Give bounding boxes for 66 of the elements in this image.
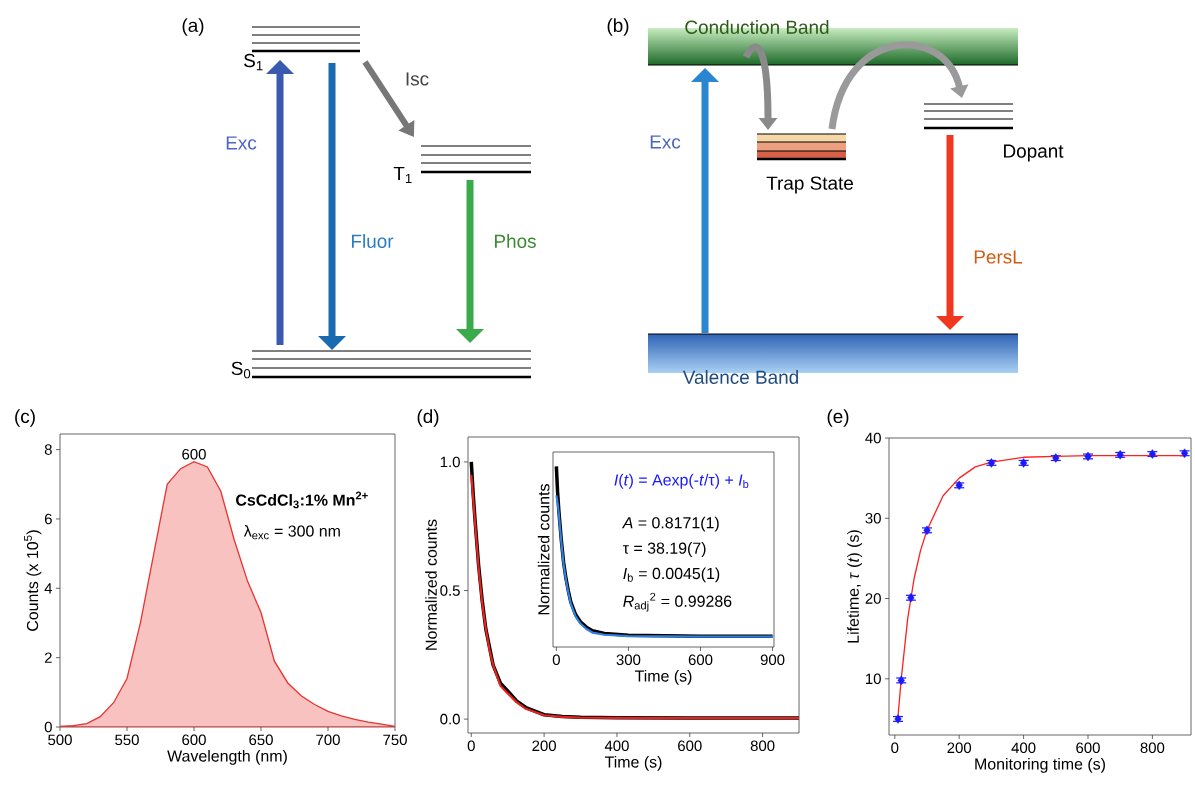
chart-title: (d)	[417, 409, 439, 427]
x-tick-label: 600	[1076, 742, 1100, 754]
x-tick-label: 550	[115, 734, 139, 746]
x-tick-label: 500	[48, 734, 72, 746]
text: S$_{1}$	[244, 53, 263, 71]
x-tick-label: 400	[604, 740, 629, 752]
chart-title: (c)	[15, 409, 35, 427]
x-tick-label: 0	[552, 654, 560, 666]
text: Isc	[406, 72, 429, 86]
x-tick-label: 700	[316, 734, 340, 746]
y-tick-label: 0.5	[440, 585, 460, 596]
text: (b)	[607, 18, 629, 36]
y-axis-title: Lifetime, τ (t) (s)	[847, 530, 863, 643]
x-tick-label: 0	[467, 740, 475, 752]
text: Dopant	[1004, 144, 1064, 162]
x-tick-label: 600	[182, 734, 206, 746]
text: Exc	[226, 136, 257, 150]
x-tick-label: 600	[688, 654, 713, 666]
x-tick-label: 0	[891, 742, 899, 754]
x-axis-title: Monitoring time (s)	[975, 757, 1105, 773]
text: Phos	[494, 234, 536, 248]
x-tick-label: 400	[1011, 742, 1036, 754]
y-axis-title: Counts (x 10$^{5}$)	[24, 530, 42, 631]
x-tick-label: 200	[532, 740, 556, 752]
x-tick-label: 300	[616, 654, 641, 666]
x-tick-label: 800	[1140, 742, 1165, 754]
annotation: A = 0.8171(1)	[621, 516, 719, 532]
y-tick-label: 0	[44, 721, 52, 733]
text: (a)	[182, 18, 204, 36]
y-tick-label: 2	[44, 652, 52, 663]
x-tick-label: 200	[947, 742, 972, 754]
annotation: 600	[182, 448, 206, 460]
text: Exc	[650, 135, 681, 149]
y-tick-label: 40	[865, 432, 881, 444]
text: T$_{1}$	[393, 166, 412, 184]
annotation: I(t) = Aexp(-t/τ) + I$_{b}$	[614, 473, 749, 489]
y-tick-label: 8	[44, 444, 52, 455]
chart-title: (e)	[827, 409, 849, 427]
y-tick-label: 10	[866, 673, 881, 685]
y-tick-label: 4	[44, 583, 53, 594]
x-axis-title: Time (s)	[604, 755, 662, 771]
x-tick-label: 800	[750, 740, 775, 752]
text: S$_{0}$	[231, 361, 251, 379]
text: Fluor	[351, 234, 394, 248]
y-axis-title: Normalized counts	[537, 484, 550, 615]
x-axis-title: Time (s)	[634, 669, 692, 685]
x-tick-label: 750	[383, 734, 407, 746]
x-axis-title: Wavelength (nm)	[167, 749, 287, 765]
y-tick-label: 30	[865, 512, 881, 524]
y-axis-title: Normalized counts	[425, 519, 437, 650]
y-tick-label: 6	[44, 513, 52, 525]
x-tick-label: 650	[249, 734, 273, 746]
annotation: λ$_{exc}$ = 300 nm	[243, 525, 340, 540]
annotation: τ = 38.19(7)	[622, 542, 706, 557]
x-tick-label: 900	[760, 654, 785, 666]
text: PersL	[974, 250, 1023, 264]
x-tick-label: 600	[678, 740, 702, 752]
annotation: R$_{adj}$$^{2}$ = 0.99286	[623, 592, 732, 612]
y-tick-label: 0.0	[440, 713, 460, 725]
text: Trap State	[766, 176, 853, 194]
annotation: CsCdCl$_{3}$:1% Mn$^{2+}$	[236, 491, 368, 509]
y-tick-label: 20	[865, 593, 881, 604]
y-tick-label: 1.0	[440, 456, 460, 468]
text: Conduction Band	[685, 20, 829, 34]
text: Valence Band	[682, 370, 798, 384]
annotation: I$_{b}$ = 0.0045(1)	[623, 567, 720, 583]
